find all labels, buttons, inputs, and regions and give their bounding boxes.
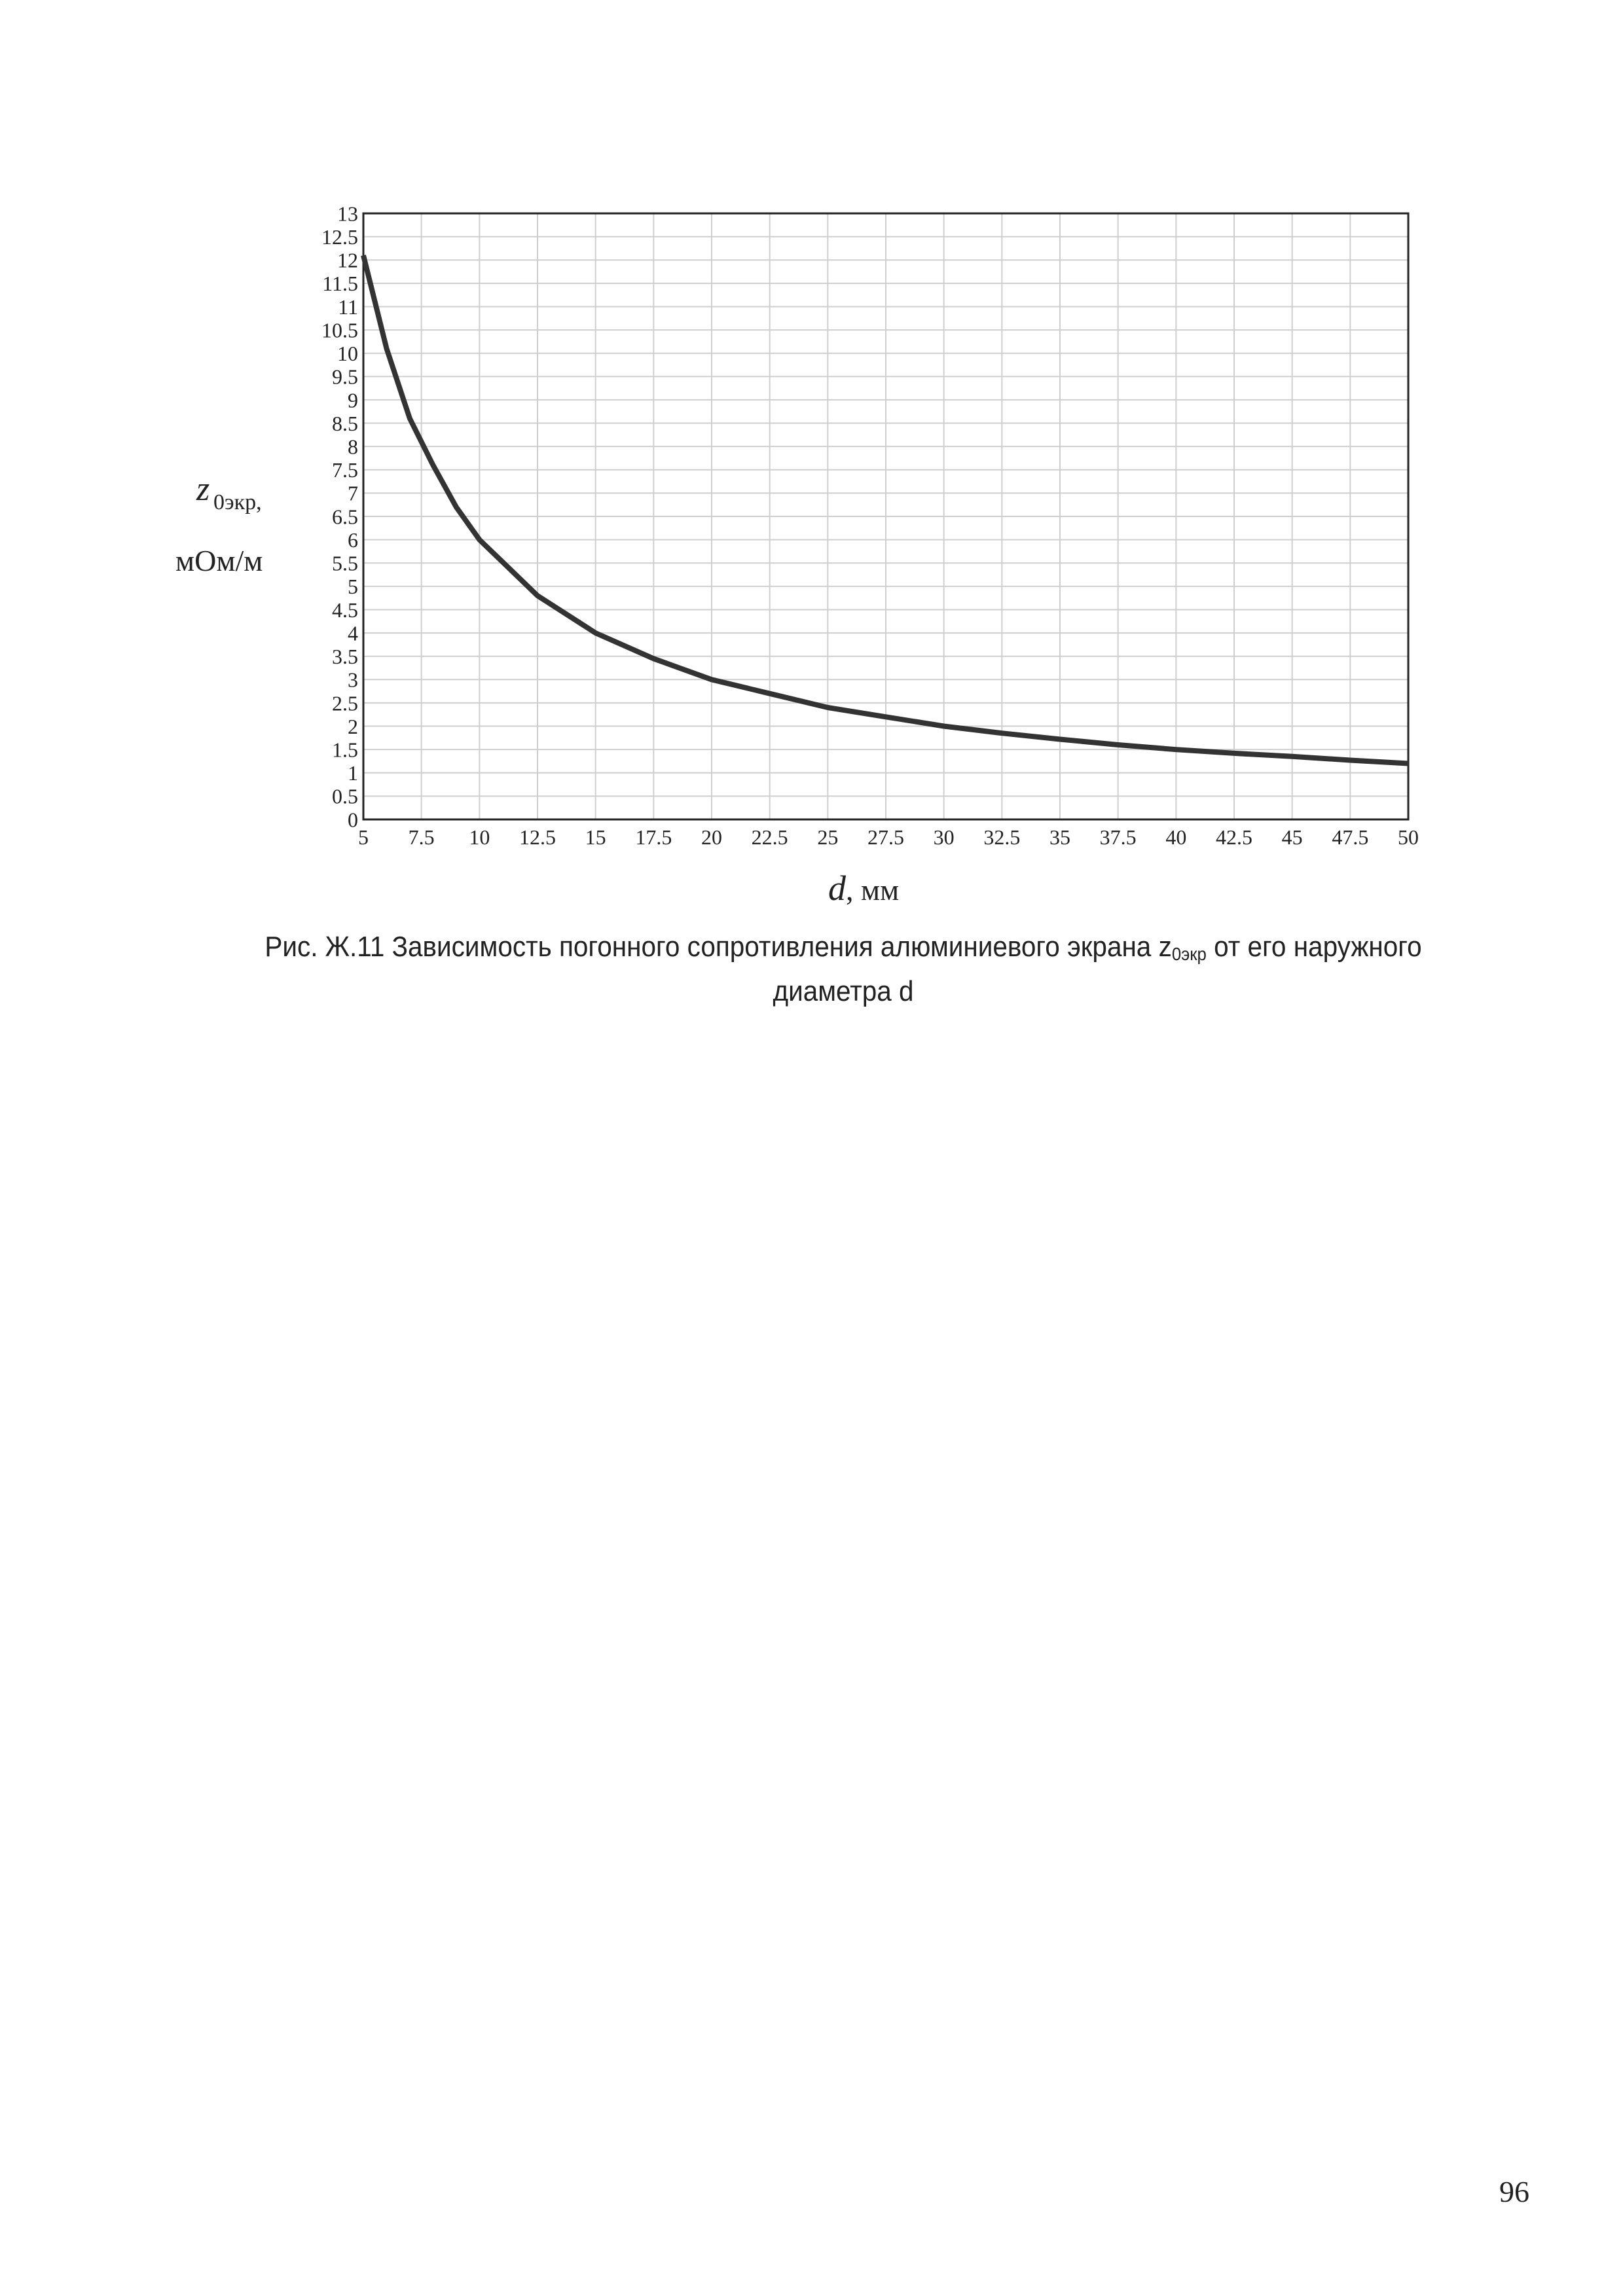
- page-number: 96: [1499, 2175, 1529, 2208]
- y-tick-label: 13: [337, 202, 358, 225]
- y-tick-label: 0.5: [332, 785, 358, 808]
- y-tick-label: 12: [337, 249, 358, 272]
- x-tick-label: 5: [358, 825, 369, 849]
- data-line: [361, 255, 1409, 766]
- x-tick-label: 40: [1165, 825, 1186, 849]
- y-tick-label: 4: [348, 621, 358, 645]
- x-tick-label: 42.5: [1216, 825, 1252, 849]
- caption-text-after: от его наружного диаметра d: [773, 931, 1422, 1007]
- y-tick-label: 1: [348, 761, 358, 785]
- caption: Рис. Ж.11 Зависимость погонного сопротив…: [229, 928, 1458, 1010]
- y-tick-label: 8: [348, 435, 358, 458]
- y-tick-label: 9: [348, 388, 358, 412]
- y-tick-label: 8.5: [332, 412, 358, 435]
- caption-subscript: 0экр: [1171, 944, 1207, 964]
- x-label-unit: , мм: [846, 873, 899, 906]
- x-tick-label: 12.5: [519, 825, 556, 849]
- y-tick-label: 3: [348, 668, 358, 692]
- x-tick-label: 37.5: [1100, 825, 1137, 849]
- x-tick-label: 20: [701, 825, 722, 849]
- y-tick-label: 2.5: [332, 691, 358, 715]
- y-tick-label: 6: [348, 528, 358, 552]
- y-tick-label: 3.5: [332, 645, 358, 668]
- y-tick-label: 11: [338, 295, 358, 319]
- y-tick-label: 2: [348, 715, 358, 738]
- y-tick-label: 10.5: [321, 318, 358, 342]
- y-tick-label: 6.5: [332, 505, 358, 528]
- y-label-subscript: 0экр,: [213, 490, 262, 514]
- x-tick-label: 7.5: [409, 825, 435, 849]
- y-label-unit: мОм/м: [175, 544, 263, 577]
- y-tick-label: 4.5: [332, 598, 358, 622]
- y-tick-label: 5: [348, 575, 358, 598]
- x-tick-label: 22.5: [752, 825, 788, 849]
- x-tick-label: 25: [817, 825, 838, 849]
- x-tick-label: 47.5: [1332, 825, 1368, 849]
- plot-frame: [362, 212, 1410, 821]
- caption-text: Рис. Ж.11 Зависимость погонного сопротив…: [264, 931, 1172, 963]
- chart: z 0экр, мОм/м d , мм 00.511.522.533.544.…: [175, 202, 1419, 908]
- y-tick-label: 12.5: [321, 225, 358, 249]
- y-tick-label: 7.5: [332, 458, 358, 482]
- y-label-symbol: z: [196, 471, 210, 508]
- y-tick-label: 0: [348, 808, 358, 831]
- x-tick-label: 27.5: [867, 825, 904, 849]
- x-tick-label: 50: [1398, 825, 1419, 849]
- y-tick-label: 7: [348, 482, 358, 505]
- x-tick-label: 17.5: [635, 825, 672, 849]
- y-tick-label: 11.5: [322, 272, 358, 295]
- x-tick-label: 32.5: [983, 825, 1020, 849]
- x-tick-label: 35: [1049, 825, 1070, 849]
- x-tick-label: 45: [1282, 825, 1303, 849]
- x-label-symbol: d: [828, 869, 847, 908]
- y-tick-label: 5.5: [332, 552, 358, 575]
- x-tick-label: 15: [585, 825, 606, 849]
- x-tick-label: 10: [469, 825, 490, 849]
- y-tick-label: 10: [337, 342, 358, 365]
- x-tick-label: 30: [934, 825, 955, 849]
- y-tick-label: 9.5: [332, 365, 358, 389]
- y-tick-label: 1.5: [332, 738, 358, 761]
